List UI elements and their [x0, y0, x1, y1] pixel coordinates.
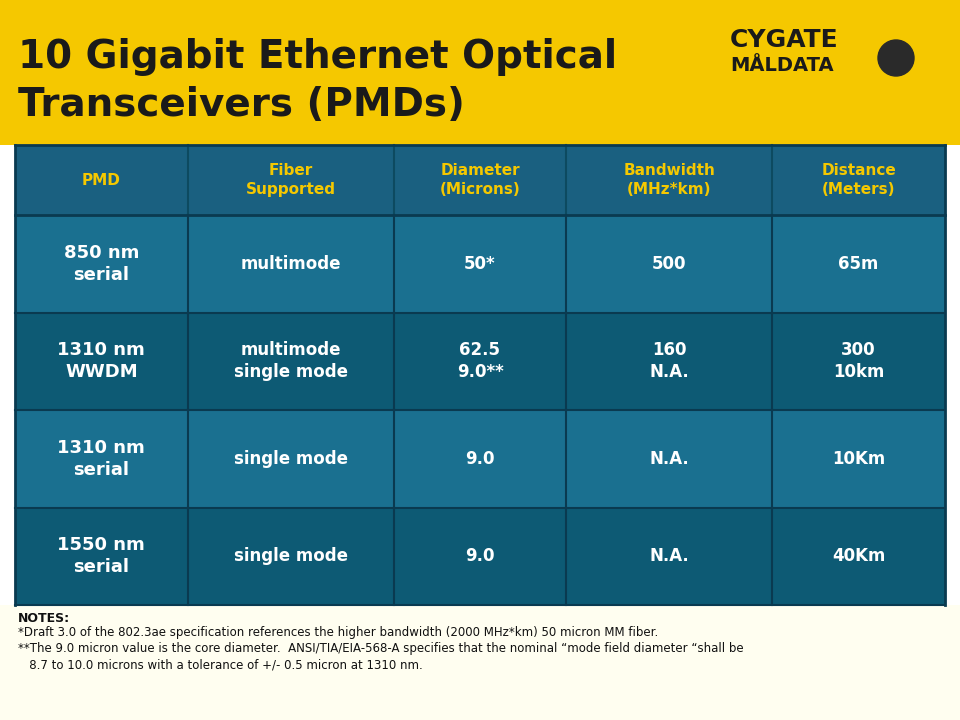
FancyBboxPatch shape: [15, 145, 945, 215]
Text: 9.0: 9.0: [466, 547, 494, 565]
Text: N.A.: N.A.: [650, 547, 689, 565]
FancyBboxPatch shape: [15, 508, 945, 605]
Text: 300
10km: 300 10km: [833, 341, 884, 382]
Text: Bandwidth
(MHz*km): Bandwidth (MHz*km): [623, 163, 715, 197]
FancyBboxPatch shape: [15, 410, 945, 508]
FancyBboxPatch shape: [15, 312, 945, 410]
FancyBboxPatch shape: [15, 215, 945, 312]
Text: single mode: single mode: [233, 450, 348, 468]
Text: MÅLDATA: MÅLDATA: [730, 56, 833, 75]
Text: 10Km: 10Km: [832, 450, 885, 468]
Text: multimode
single mode: multimode single mode: [233, 341, 348, 382]
Text: single mode: single mode: [233, 547, 348, 565]
Text: 50*: 50*: [465, 255, 495, 273]
Text: *Draft 3.0 of the 802.3ae specification references the higher bandwidth (2000 MH: *Draft 3.0 of the 802.3ae specification …: [18, 626, 659, 639]
FancyBboxPatch shape: [0, 605, 960, 720]
Text: 9.0: 9.0: [466, 450, 494, 468]
Text: 1310 nm
WWDM: 1310 nm WWDM: [58, 341, 145, 382]
Text: Fiber
Supported: Fiber Supported: [246, 163, 336, 197]
Circle shape: [852, 20, 928, 96]
Text: multimode: multimode: [240, 255, 341, 273]
Text: NOTES:: NOTES:: [18, 612, 70, 625]
FancyBboxPatch shape: [0, 0, 960, 145]
Text: 850 nm
serial: 850 nm serial: [63, 243, 139, 284]
Circle shape: [878, 40, 914, 76]
Text: 40Km: 40Km: [832, 547, 885, 565]
Text: 62.5
9.0**: 62.5 9.0**: [457, 341, 503, 382]
Text: Transceivers (PMDs): Transceivers (PMDs): [18, 86, 465, 124]
Text: CYGATE: CYGATE: [730, 28, 839, 52]
Text: 10 Gigabit Ethernet Optical: 10 Gigabit Ethernet Optical: [18, 38, 617, 76]
Text: Distance
(Meters): Distance (Meters): [822, 163, 896, 197]
Circle shape: [862, 30, 918, 86]
Text: Diameter
(Microns): Diameter (Microns): [440, 163, 520, 197]
Text: 65m: 65m: [838, 255, 878, 273]
Text: 1550 nm
serial: 1550 nm serial: [58, 536, 145, 576]
Text: 1310 nm
serial: 1310 nm serial: [58, 438, 145, 479]
Text: N.A.: N.A.: [650, 450, 689, 468]
Text: 500: 500: [652, 255, 686, 273]
Text: PMD: PMD: [82, 173, 121, 187]
Text: **The 9.0 micron value is the core diameter.  ANSI/TIA/EIA-568-A specifies that : **The 9.0 micron value is the core diame…: [18, 642, 744, 672]
Text: 160
N.A.: 160 N.A.: [650, 341, 689, 382]
